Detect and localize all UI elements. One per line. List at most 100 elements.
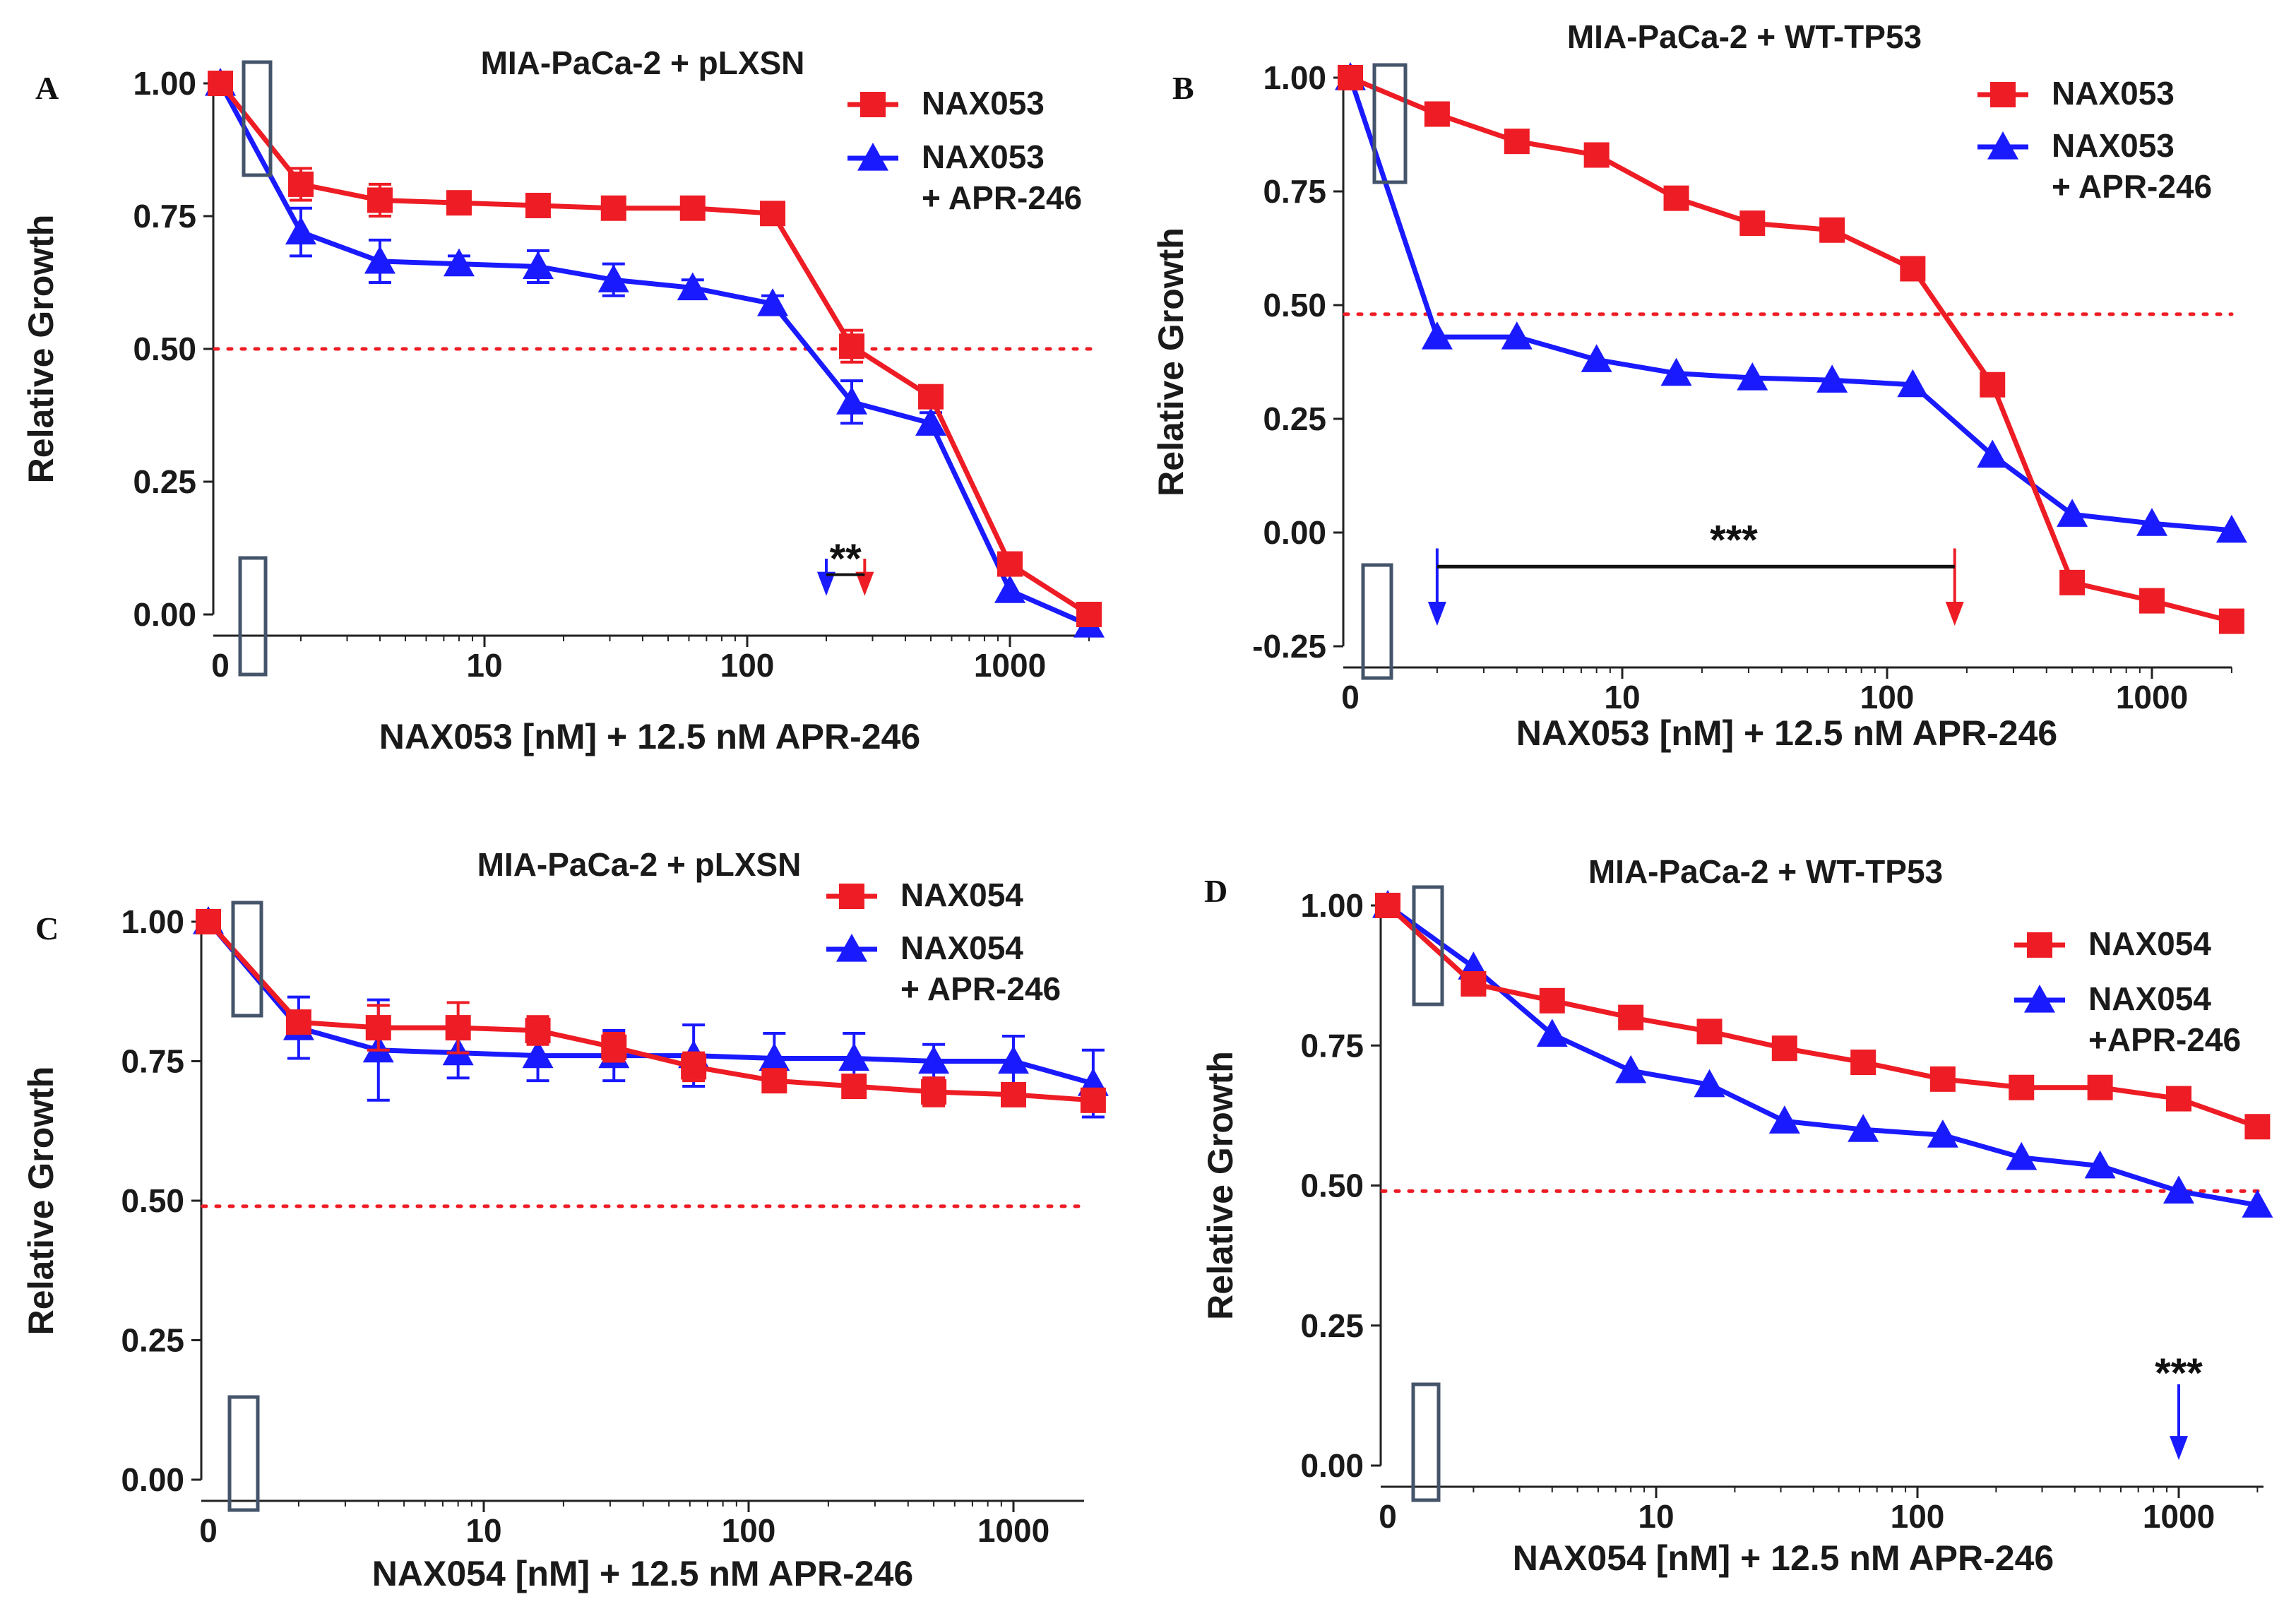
legend-label: + APR-246 [922,179,1082,216]
blue-arrow [2170,1384,2188,1461]
legend-label: NAX053 [2052,127,2175,164]
y-tick-label: 0.75 [1300,1027,1364,1064]
x-tick-label: 100 [1891,1498,1945,1535]
data-point [443,248,475,277]
data-point [1929,1066,1956,1092]
x-tick-label: 0 [199,1512,218,1549]
significance-mark: *** [2155,1350,2203,1396]
data-point [918,384,944,410]
data-point [2057,499,2088,527]
significance-annotation: *** [1427,517,1964,626]
data-point [841,1074,867,1100]
legend-label: + APR-246 [900,970,1061,1007]
data-point [1816,364,1848,393]
y-tick-label: 0.25 [121,1322,184,1359]
legend-label: NAX053 [922,138,1045,175]
significance-annotation: *** [2155,1350,2203,1461]
data-point [1663,185,1689,211]
data-point [1927,1119,1958,1148]
data-point [915,408,947,436]
data-point [367,187,393,213]
legend-marker [2027,932,2052,958]
axes: 0.00 0.25 0.50 0.75 1.00 0 10 100 1000 [133,65,1095,684]
x-tick-label: 10 [1638,1498,1674,1535]
data-point [2059,569,2086,595]
data-point [918,1045,950,1074]
data-point [1539,987,1565,1014]
data-point [1421,321,1453,350]
y-tick-label: 0.00 [133,596,196,633]
red-arrow [855,559,874,596]
data-point [679,195,706,221]
series-line [1386,903,2258,1208]
y-tick-label: 0.25 [133,463,196,500]
legend-label: NAX054 [2088,980,2211,1017]
data-point [1461,971,1487,997]
x-tick-label: 100 [1860,679,1915,715]
blue-arrow [1427,548,1446,626]
axes: -0.25 0.00 0.25 0.50 0.75 1.00 0 10 100 1000 [1252,59,2232,715]
blue-arrow-head [2170,1436,2188,1461]
data-point [287,171,314,197]
series-line [218,81,1090,617]
y-tick-label: 1.00 [121,903,184,940]
axes: 0.00 0.25 0.50 0.75 1.00 0 10 100 1000 [1300,887,2264,1535]
data-point [2166,1086,2191,1112]
red-arrow [1945,548,1964,626]
legend-marker [1987,131,2018,160]
x-tick-label: 0 [1341,679,1360,715]
legend-entry: NAX054 + APR-246 [826,929,1061,1007]
data-point [2244,1114,2271,1140]
y-tick-label: 0.00 [121,1461,184,1498]
data-point [1424,101,1450,127]
chart-title: MIA-PaCa-2 + pLXSN [477,846,802,883]
legend-entry: NAX054 +APR-246 [2014,980,2241,1058]
legend-entry: NAX054 [2014,925,2211,962]
data-point [838,1042,870,1071]
highlight-box [227,1395,260,1512]
red-arrow-head [855,571,874,596]
y-axis-label: Relative Growth [1201,1051,1240,1320]
data-point [365,1015,391,1041]
data-point [364,245,395,274]
data-point [2006,1141,2038,1170]
legend-label: NAX053 [2052,75,2175,112]
legend-marker [2024,985,2055,1013]
x-tick-label: 1000 [2116,679,2188,715]
significance-mark: ** [830,536,862,582]
y-tick-label: 0.75 [121,1043,184,1080]
series-single [196,909,1106,1113]
data-point [1694,1069,1725,1098]
data-point [2084,1150,2116,1179]
data-point [759,1042,790,1071]
legend-label: NAX054 [900,877,1023,913]
data-point [839,333,865,360]
y-tick-label: -0.25 [1252,628,1326,665]
data-point [836,386,868,415]
legend-marker [860,92,886,117]
data-point [2218,608,2244,634]
highlight-box [242,60,273,177]
data-point [1696,1018,1723,1045]
highlight-box [1412,885,1444,1006]
y-tick-label: 0.50 [1300,1168,1364,1204]
legend-label: NAX053 [922,85,1045,121]
y-axis-label: Relative Growth [21,215,61,484]
y-tick-label: 0.50 [1263,287,1326,323]
y-axis-label: Relative Growth [1151,227,1191,497]
blue-arrow-head [1427,602,1446,626]
data-point [1660,357,1692,386]
legend-marker [839,884,864,909]
x-tick-label: 1000 [977,1512,1049,1549]
y-tick-label: 0.75 [133,198,196,234]
x-tick-label: 10 [466,647,502,684]
data-point [761,1068,787,1094]
data-point [2242,1189,2273,1218]
data-point [446,190,472,216]
panel-label: D [1204,873,1227,909]
legend-entry: NAX053 + APR-246 [847,138,1082,216]
series-single [1338,65,2244,634]
data-point [760,201,786,227]
legend-label: NAX054 [2088,925,2211,962]
